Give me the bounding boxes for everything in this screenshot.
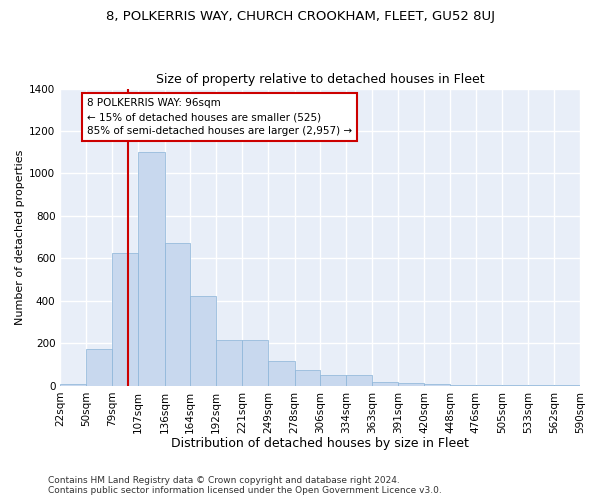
Bar bbox=[424, 384, 450, 386]
Bar bbox=[190, 296, 216, 386]
Bar bbox=[86, 348, 112, 386]
Bar bbox=[476, 385, 502, 386]
Bar bbox=[268, 362, 295, 386]
Bar bbox=[242, 340, 268, 386]
Bar bbox=[372, 382, 398, 386]
Title: Size of property relative to detached houses in Fleet: Size of property relative to detached ho… bbox=[156, 73, 484, 86]
Bar bbox=[60, 384, 86, 386]
Bar bbox=[398, 384, 424, 386]
Bar bbox=[138, 152, 164, 386]
Bar bbox=[320, 375, 346, 386]
X-axis label: Distribution of detached houses by size in Fleet: Distribution of detached houses by size … bbox=[171, 437, 469, 450]
Bar bbox=[295, 370, 320, 386]
Text: 8 POLKERRIS WAY: 96sqm
← 15% of detached houses are smaller (525)
85% of semi-de: 8 POLKERRIS WAY: 96sqm ← 15% of detached… bbox=[87, 98, 352, 136]
Bar bbox=[450, 385, 476, 386]
Text: 8, POLKERRIS WAY, CHURCH CROOKHAM, FLEET, GU52 8UJ: 8, POLKERRIS WAY, CHURCH CROOKHAM, FLEET… bbox=[106, 10, 494, 23]
Text: Contains HM Land Registry data © Crown copyright and database right 2024.
Contai: Contains HM Land Registry data © Crown c… bbox=[48, 476, 442, 495]
Bar bbox=[112, 253, 138, 386]
Bar bbox=[216, 340, 242, 386]
Bar bbox=[164, 242, 190, 386]
Bar bbox=[528, 385, 554, 386]
Bar bbox=[502, 385, 528, 386]
Bar bbox=[346, 375, 372, 386]
Y-axis label: Number of detached properties: Number of detached properties bbox=[15, 150, 25, 325]
